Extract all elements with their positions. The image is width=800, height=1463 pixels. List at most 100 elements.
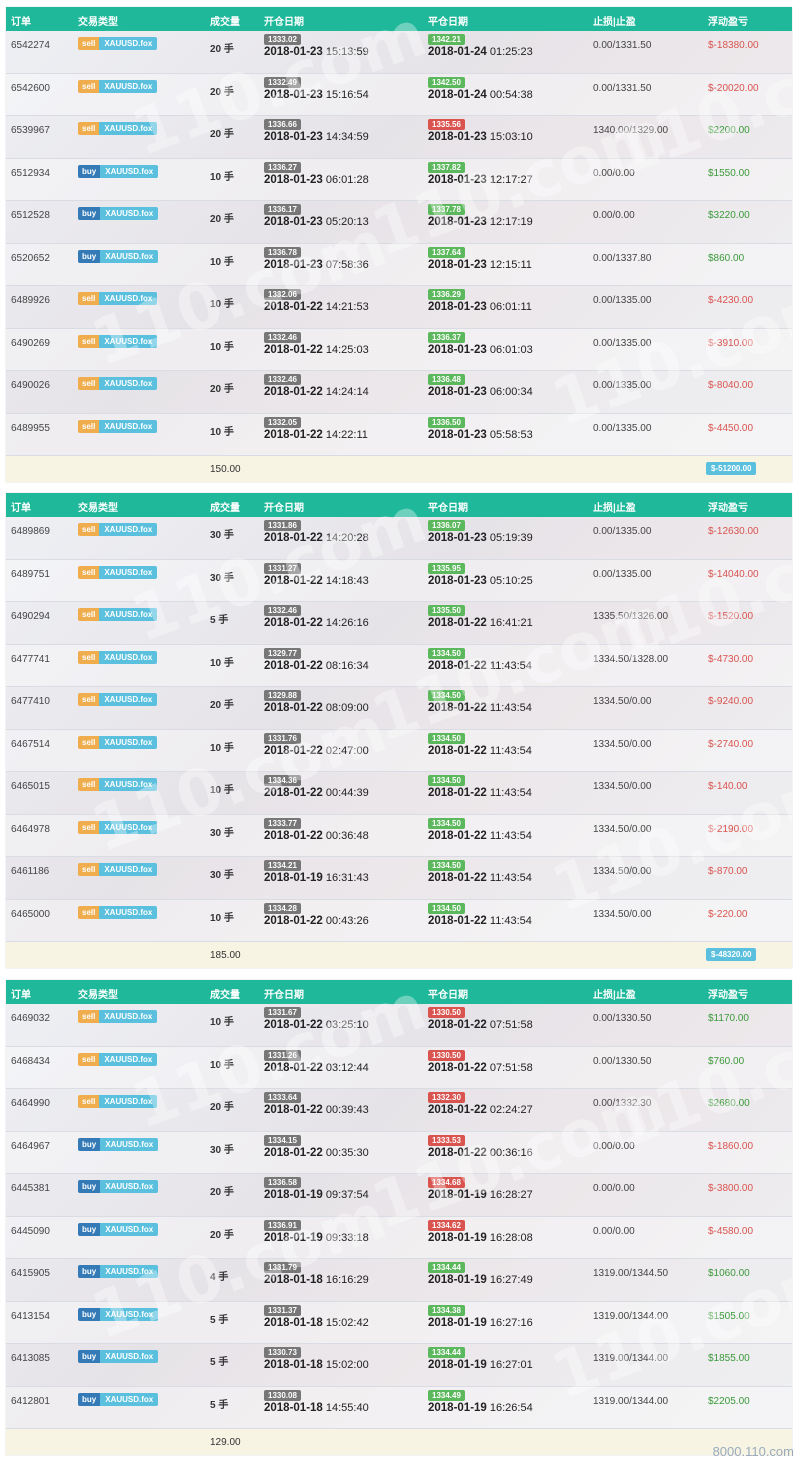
order-id: 6468434	[11, 1055, 50, 1067]
close-price-badge: 1336.07	[428, 520, 465, 531]
volume: 30 手	[210, 572, 234, 584]
header-order[interactable]: 订单	[11, 503, 31, 514]
table-row[interactable]: 6445381 buy XAUUSD.fox 20 手 1336.58 2018…	[6, 1174, 792, 1217]
table-row[interactable]: 6469032 sell XAUUSD.fox 10 手 1331.67 201…	[6, 1004, 792, 1047]
table-row[interactable]: 6490269 sell XAUUSD.fox 10 手 1332.46 201…	[6, 328, 792, 371]
table-row[interactable]: 6512528 buy XAUUSD.fox 20 手 1336.17 2018…	[6, 201, 792, 244]
open-price-badge: 1331.26	[264, 1049, 301, 1061]
header-type[interactable]: 交易类型	[78, 503, 118, 514]
close-time: 07:51:58	[489, 1019, 533, 1031]
open-cell: 1332.46 2018-01-22 14:25:03	[264, 331, 369, 356]
trade-type: buy XAUUSD.fox	[78, 1350, 159, 1363]
open-date: 2018-01-19	[264, 1189, 323, 1201]
header-volume[interactable]: 成交量	[210, 17, 240, 28]
stop-loss-take-profit: 1334.50/0.00	[593, 696, 652, 707]
order-id: 6464978	[11, 823, 50, 835]
table-row[interactable]: 6464990 sell XAUUSD.fox 20 手 1333.64 201…	[6, 1089, 792, 1132]
open-price-badge: 1336.27	[264, 161, 301, 173]
table-row[interactable]: 6512934 buy XAUUSD.fox 10 手 1336.27 2018…	[6, 158, 792, 201]
table-row[interactable]: 6415905 buy XAUUSD.fox 4 手 1331.79 2018-…	[6, 1259, 792, 1302]
trade-type: sell XAUUSD.fox	[78, 778, 158, 791]
close-date: 2018-01-22	[428, 1019, 487, 1031]
trade-type: buy XAUUSD.fox	[78, 1180, 159, 1193]
table-row[interactable]: 6490294 sell XAUUSD.fox 5 手 1332.46 2018…	[6, 602, 792, 645]
table-row[interactable]: 6477410 sell XAUUSD.fox 20 手 1329.88 201…	[6, 687, 792, 730]
header-close-date[interactable]: 平仓日期	[428, 990, 468, 1001]
header-open-date[interactable]: 开仓日期	[264, 17, 304, 28]
close-time: 16:28:27	[489, 1189, 533, 1201]
close-time: 12:17:27	[489, 173, 533, 186]
order-id: 6464967	[11, 1140, 50, 1152]
table-row[interactable]: 6489926 sell XAUUSD.fox 10 手 1332.06 201…	[6, 286, 792, 329]
order-id: 6490269	[11, 337, 50, 349]
open-date: 2018-01-22	[264, 744, 323, 757]
close-cell: 1334.49 2018-01-19 16:26:54	[428, 1389, 533, 1414]
trade-type: sell XAUUSD.fox	[78, 419, 158, 433]
table-row[interactable]: 6412801 buy XAUUSD.fox 5 手 1330.08 2018-…	[6, 1386, 792, 1429]
table-row[interactable]: 6465015 sell XAUUSD.fox 10 手 1334.36 201…	[6, 772, 792, 815]
table-row[interactable]: 6477741 sell XAUUSD.fox 10 手 1329.77 201…	[6, 644, 792, 687]
open-cell: 1332.06 2018-01-22 14:21:53	[264, 289, 369, 313]
table-row[interactable]: 6464978 sell XAUUSD.fox 30 手 1333.77 201…	[6, 814, 792, 857]
float-pnl: $3220.00	[708, 210, 750, 221]
table-row[interactable]: 6468434 sell XAUUSD.fox 10 手 1331.26 201…	[6, 1046, 792, 1089]
header-volume[interactable]: 成交量	[210, 503, 240, 514]
open-cell: 1336.66 2018-01-23 14:34:59	[264, 119, 369, 143]
open-cell: 1331.67 2018-01-22 03:25:10	[264, 1007, 369, 1031]
table-row[interactable]: 6539967 sell XAUUSD.fox 20 手 1336.66 201…	[6, 116, 792, 159]
table-row[interactable]: 6445090 buy XAUUSD.fox 20 手 1336.91 2018…	[6, 1216, 792, 1259]
header-type[interactable]: 交易类型	[78, 17, 118, 28]
header-sl-tp[interactable]: 止损|止盈	[593, 17, 636, 28]
close-date: 2018-01-22	[428, 617, 487, 629]
open-date: 2018-01-22	[264, 617, 323, 629]
header-float-pnl[interactable]: 浮动盈亏	[708, 503, 748, 514]
direction-badge: sell	[78, 565, 100, 579]
close-price-badge: 1334.62	[428, 1219, 465, 1231]
table-row[interactable]: 6490026 sell XAUUSD.fox 20 手 1332.46 201…	[6, 371, 792, 414]
table-row[interactable]: 6489869 sell XAUUSD.fox 30 手 1331.86 201…	[6, 517, 792, 560]
close-time: 06:01:11	[489, 301, 532, 313]
open-price-badge: 1331.27	[264, 562, 301, 574]
close-time: 16:27:01	[489, 1359, 533, 1371]
volume: 10 手	[210, 299, 234, 310]
close-time: 01:25:23	[489, 46, 533, 58]
header-close-date[interactable]: 平仓日期	[428, 503, 468, 514]
header-volume[interactable]: 成交量	[210, 990, 240, 1001]
header-order[interactable]: 订单	[11, 17, 31, 28]
float-pnl: $860.00	[708, 252, 745, 264]
table-row[interactable]: 6464967 buy XAUUSD.fox 30 手 1334.15 2018…	[6, 1131, 792, 1174]
table-row[interactable]: 6542274 sell XAUUSD.fox 20 手 1333.02 201…	[6, 31, 792, 74]
header-float-pnl[interactable]: 浮动盈亏	[708, 17, 748, 28]
table-row[interactable]: 6413085 buy XAUUSD.fox 5 手 1330.73 2018-…	[6, 1344, 792, 1387]
open-time: 14:20:28	[325, 532, 369, 544]
table-row[interactable]: 6461186 sell XAUUSD.fox 30 手 1334.21 201…	[6, 857, 792, 900]
header-type[interactable]: 交易类型	[78, 990, 118, 1001]
float-pnl: $-1860.00	[708, 1140, 754, 1152]
header-order[interactable]: 订单	[11, 990, 31, 1001]
header-sl-tp[interactable]: 止损|止盈	[593, 990, 636, 1001]
symbol-badge: XAUUSD.fox	[99, 523, 158, 536]
order-id: 6413085	[11, 1353, 50, 1364]
table-row[interactable]: 6465000 sell XAUUSD.fox 10 手 1334.28 201…	[6, 899, 792, 942]
volume: 5 手	[210, 615, 229, 626]
volume: 30 手	[210, 1144, 234, 1156]
table-row[interactable]: 6520652 buy XAUUSD.fox 10 手 1336.78 2018…	[6, 243, 792, 286]
table-row[interactable]: 6489955 sell XAUUSD.fox 10 手 1332.05 201…	[6, 413, 792, 456]
header-float-pnl[interactable]: 浮动盈亏	[708, 990, 748, 1001]
header-sl-tp[interactable]: 止损|止盈	[593, 503, 636, 514]
table-row[interactable]: 6467514 sell XAUUSD.fox 10 手 1331.76 201…	[6, 729, 792, 772]
trade-type: buy XAUUSD.fox	[78, 207, 159, 220]
close-date: 2018-01-22	[428, 872, 487, 884]
table-row[interactable]: 6413154 buy XAUUSD.fox 5 手 1331.37 2018-…	[6, 1301, 792, 1344]
table-row[interactable]: 6542600 sell XAUUSD.fox 20 手 1332.49 201…	[6, 73, 792, 116]
close-date: 2018-01-22	[428, 744, 487, 757]
header-open-date[interactable]: 开仓日期	[264, 503, 304, 514]
stop-loss-take-profit: 0.00/0.00	[593, 210, 635, 221]
open-price-badge: 1331.76	[264, 732, 301, 744]
table-row[interactable]: 6489751 sell XAUUSD.fox 30 手 1331.27 201…	[6, 559, 792, 602]
header-close-date[interactable]: 平仓日期	[428, 17, 468, 28]
open-price-badge: 1334.15	[264, 1134, 301, 1146]
direction-badge: sell	[78, 1010, 100, 1023]
header-open-date[interactable]: 开仓日期	[264, 990, 304, 1001]
close-cell: 1335.56 2018-01-23 15:03:10	[428, 119, 533, 143]
